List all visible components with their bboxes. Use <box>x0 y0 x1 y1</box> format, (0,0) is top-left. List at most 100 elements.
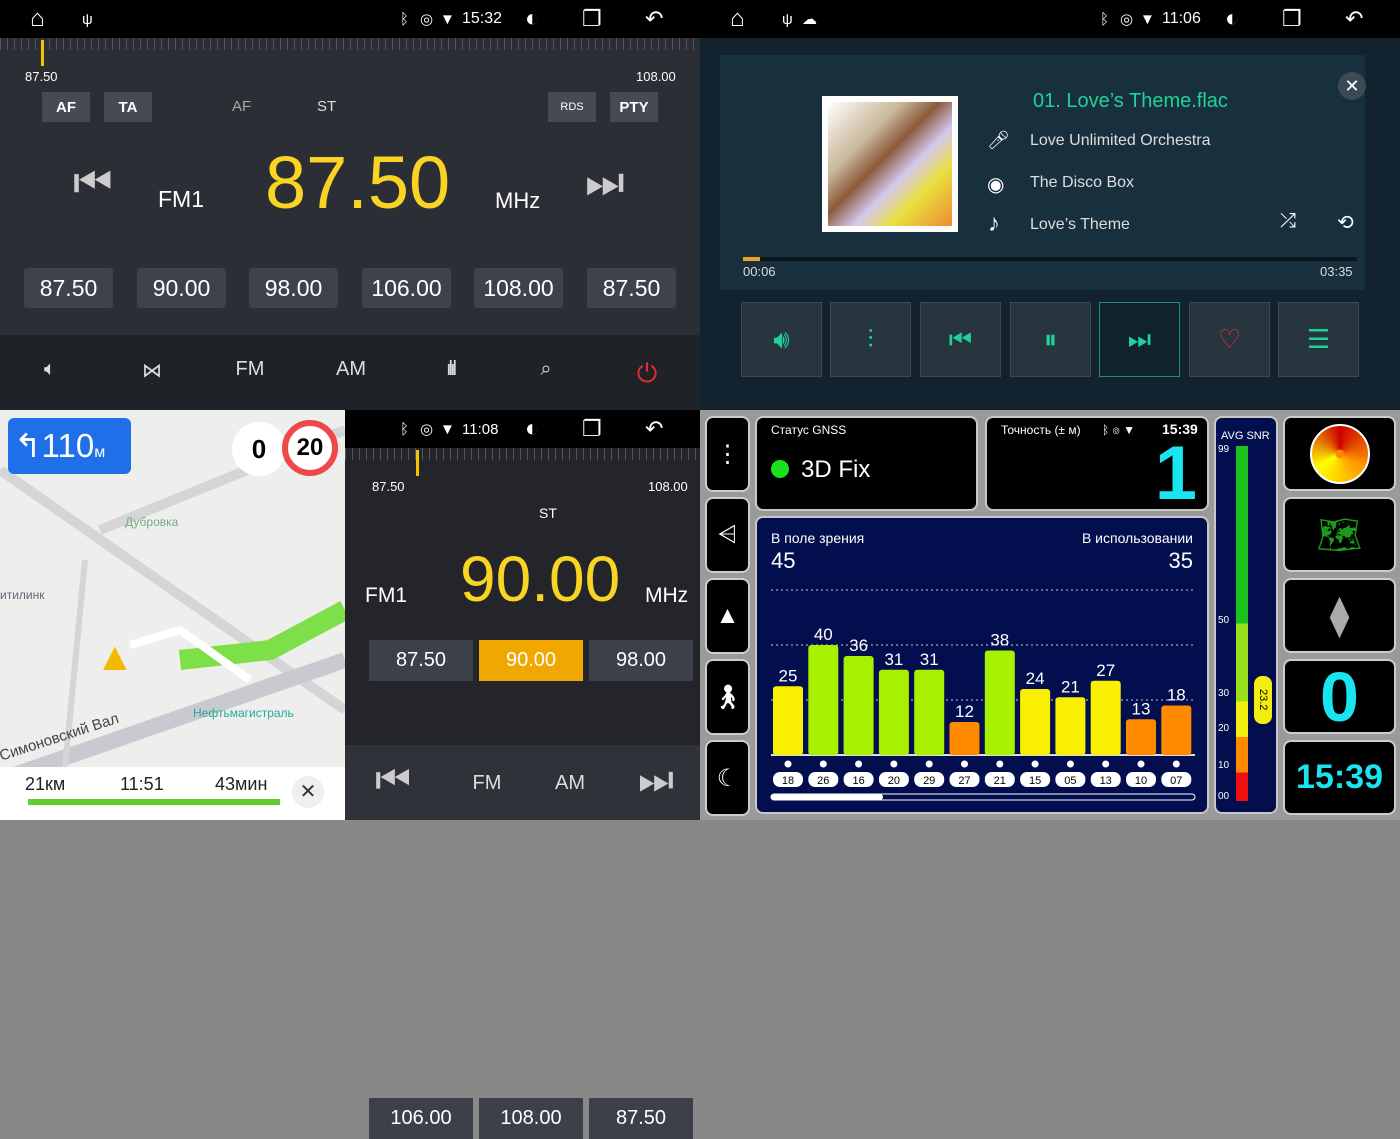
frequency-needle[interactable] <box>416 450 419 476</box>
next-button[interactable]: ⏭ <box>1099 302 1180 377</box>
am-button[interactable]: AM <box>555 772 585 794</box>
back-icon[interactable]: ↶ <box>1345 6 1364 31</box>
share-button[interactable]: ⩤ <box>705 497 750 573</box>
sat-id-pill <box>1161 772 1192 787</box>
in-use-label: В использовании <box>1081 530 1193 546</box>
brightness-icon[interactable]: ◐ <box>525 415 540 442</box>
recents-icon[interactable]: ❐ <box>582 416 602 441</box>
back-icon[interactable]: ↶ <box>645 6 664 31</box>
fm-button[interactable]: FM <box>472 772 502 794</box>
brightness-icon[interactable]: ◐ <box>1225 5 1240 32</box>
speed-display[interactable]: 0 <box>1283 658 1396 736</box>
preset-1[interactable]: 87.50 <box>369 640 473 681</box>
frequency-needle[interactable] <box>41 40 44 66</box>
preset-2[interactable]: 90.00 <box>137 268 226 308</box>
clock: 11:08 <box>462 420 499 438</box>
scale-max: 108.00 <box>636 69 676 84</box>
sat-used-dot <box>890 760 898 768</box>
pause-button[interactable]: ⏸ <box>1010 302 1091 377</box>
sat-id-pill <box>1126 772 1156 787</box>
af-button[interactable]: AF <box>42 92 90 122</box>
navigation-lock-button[interactable]: ▲ <box>705 578 750 654</box>
previous-button[interactable]: ⏮ <box>920 302 1001 377</box>
preset-2-selected[interactable]: 90.00 <box>479 640 583 681</box>
snr-bar-chart: 25 18 40 26 36 16 31 20 31 29 12 27 38 21 24 15 21 05 27 13… <box>770 589 1196 801</box>
favorite-button[interactable]: ♡ <box>1189 302 1270 377</box>
preset-3[interactable]: 98.00 <box>589 640 693 681</box>
person-flag-button[interactable]: 🚶︎ <box>705 659 750 735</box>
close-route-button[interactable]: ✕ <box>292 776 324 808</box>
fm-button[interactable]: FM <box>235 358 265 380</box>
clock-display[interactable]: 15:39 <box>1283 740 1396 815</box>
clock: 15:39 <box>1162 421 1198 437</box>
usb-icon: ψ <box>82 10 93 28</box>
sat-id-label: 27 <box>958 775 970 787</box>
radio-panel: ⌂ ψ ᛒ ◎ ▼ 15:32 ◐ ❐ ↶ 87.50 108.00 AF TA… <box>0 0 700 410</box>
preset-6[interactable]: 87.50 <box>587 268 676 308</box>
shuffle-icon[interactable]: ⤮ <box>1280 210 1296 232</box>
home-icon[interactable]: ⌂ <box>30 5 45 32</box>
preset-6[interactable]: 87.50 <box>589 1098 693 1139</box>
sat-used-dot <box>1066 760 1074 768</box>
unit-label: MHz <box>495 188 541 213</box>
repeat-icon[interactable]: ⟲ <box>1337 212 1354 234</box>
close-button[interactable]: ✕ <box>1338 72 1366 100</box>
progress-bar[interactable] <box>743 257 1357 261</box>
pty-button[interactable]: PTY <box>610 92 658 122</box>
world-map-button[interactable]: 🗺︎ <box>1283 497 1396 572</box>
unit-label: MHz <box>645 584 689 607</box>
speaker-icon[interactable]: 🔈︎ <box>44 358 56 380</box>
frequency-scale[interactable] <box>0 38 700 68</box>
preset-4[interactable]: 106.00 <box>369 1098 473 1139</box>
music-panel: ⌂ ψ ☁ ᛒ ◎ ▼ 11:06 ◐ ❐ ↶ 01. Love’s Theme… <box>700 0 1400 410</box>
album-art <box>822 96 958 232</box>
preset-4[interactable]: 106.00 <box>362 268 451 308</box>
maneuver-unit: м <box>94 444 106 461</box>
fix-status: 3D Fix <box>801 456 871 483</box>
home-icon[interactable]: ⌂ <box>730 5 745 32</box>
seek-back-button[interactable]: ⏮ <box>375 758 411 802</box>
menu-button[interactable]: ⋮ <box>705 416 750 492</box>
seek-forward-button[interactable]: ⏭ <box>638 758 674 802</box>
sat-id-pill <box>773 772 803 787</box>
back-icon[interactable]: ↶ <box>645 416 664 441</box>
am-button[interactable]: AM <box>336 358 366 380</box>
album-icon: ◉ <box>987 174 1005 196</box>
seek-back-button[interactable]: ⏮ <box>73 158 113 207</box>
snr-bar <box>914 669 945 755</box>
preset-3[interactable]: 98.00 <box>249 268 338 308</box>
sat-id-label: 15 <box>1029 775 1041 787</box>
sat-id-pill <box>1055 772 1086 787</box>
snr-bar-label: 13 <box>1132 699 1151 718</box>
brightness-icon[interactable]: ◐ <box>525 5 540 32</box>
rds-button[interactable]: RDS <box>548 92 596 122</box>
scale-max: 108.00 <box>648 479 688 494</box>
volume-button[interactable]: 🔊︎ <box>741 302 822 377</box>
night-mode-button[interactable]: ☾ <box>705 740 750 816</box>
equalizer-button[interactable]: ⫶ <box>830 302 911 377</box>
ta-button[interactable]: TA <box>104 92 152 122</box>
recents-icon[interactable]: ❐ <box>582 6 602 31</box>
sky-view-button[interactable] <box>1283 416 1396 491</box>
compass-button[interactable]: ⧫ <box>1283 578 1396 653</box>
preset-5[interactable]: 108.00 <box>479 1098 583 1139</box>
search-icon[interactable]: ⌕ <box>540 358 552 380</box>
equalizer-icon[interactable]: ılıl <box>446 358 457 380</box>
recents-icon[interactable]: ❐ <box>1282 6 1302 31</box>
power-icon[interactable]: ⏻ <box>636 358 658 388</box>
gnss-status-card: Статус GNSS 3D Fix <box>755 416 978 511</box>
loop-icon[interactable]: ⋈ <box>142 360 162 382</box>
sat-used-dot <box>961 760 968 768</box>
frequency-scale[interactable] <box>345 448 700 478</box>
stereo-indicator: ST <box>539 505 557 521</box>
avg-snr-gauge: AVG SNR 99 50 30 20 10 00 23.2 <box>1214 416 1278 814</box>
playlist-button[interactable]: ☰ <box>1278 302 1359 377</box>
seek-forward-button[interactable]: ⏭ <box>585 158 625 207</box>
snr-bar <box>1055 697 1086 755</box>
navigation-map[interactable]: ↰110м 0 20 Дубровка итилинк Нефтьмагистр… <box>0 410 345 820</box>
preset-1[interactable]: 87.50 <box>24 268 113 308</box>
snr-bar <box>949 722 980 755</box>
preset-5[interactable]: 108.00 <box>474 268 563 308</box>
location-icon: ◎ <box>1120 11 1134 28</box>
accuracy-value: 1 <box>1154 431 1197 516</box>
